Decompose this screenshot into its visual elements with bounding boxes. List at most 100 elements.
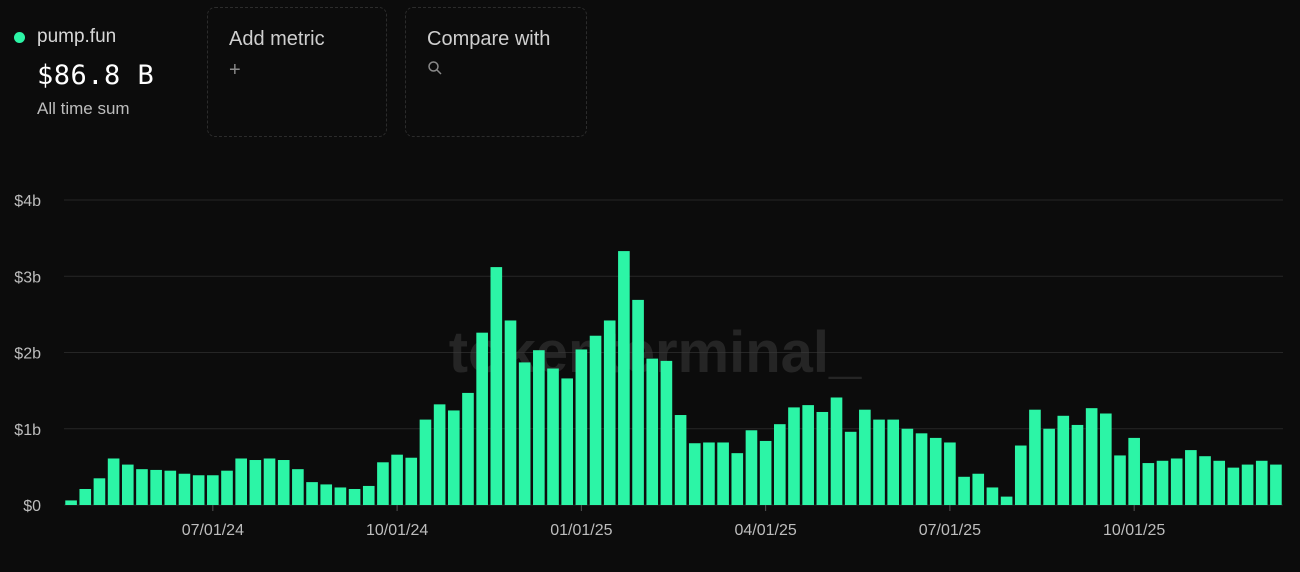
bar[interactable]	[731, 453, 744, 505]
bar[interactable]	[107, 458, 120, 505]
bar[interactable]	[178, 473, 191, 505]
y-axis-labels: $0 $1b $2b $3b $4b	[14, 193, 41, 515]
bar[interactable]	[150, 469, 162, 505]
bar[interactable]	[249, 460, 262, 505]
bar[interactable]	[887, 419, 900, 505]
bar[interactable]	[263, 458, 276, 505]
y-tick-label: $0	[23, 498, 41, 515]
bar[interactable]	[1213, 460, 1226, 505]
bar[interactable]	[674, 415, 687, 505]
bar[interactable]	[873, 419, 885, 505]
bar[interactable]	[1255, 460, 1268, 505]
bar[interactable]	[447, 410, 460, 505]
x-tick-label: 10/01/24	[366, 522, 428, 539]
bar[interactable]	[1128, 437, 1140, 505]
bar[interactable]	[277, 460, 290, 505]
bar[interactable]	[703, 442, 715, 505]
bar[interactable]	[518, 362, 531, 505]
bar[interactable]	[646, 358, 659, 505]
bar[interactable]	[1142, 463, 1155, 505]
metric-summary: pump.fun $86.8 B All time sum	[14, 26, 154, 119]
bar[interactable]	[915, 433, 928, 505]
bar[interactable]	[235, 458, 247, 505]
bar[interactable]	[292, 469, 304, 505]
bar[interactable]	[391, 454, 403, 505]
bar[interactable]	[121, 464, 134, 505]
bar[interactable]	[405, 457, 418, 505]
bar[interactable]	[221, 470, 233, 505]
bar[interactable]	[320, 484, 333, 505]
bar[interactable]	[972, 473, 985, 505]
bar[interactable]	[476, 332, 488, 505]
bar[interactable]	[433, 404, 446, 505]
bar[interactable]	[1227, 467, 1240, 505]
bar[interactable]	[618, 251, 630, 505]
project-legend[interactable]: pump.fun	[14, 26, 154, 48]
bar[interactable]	[1085, 408, 1098, 505]
bar[interactable]	[958, 476, 970, 505]
bar[interactable]	[504, 320, 517, 505]
bar[interactable]	[334, 487, 347, 505]
bar[interactable]	[717, 442, 729, 505]
bar[interactable]	[1199, 456, 1211, 505]
bar[interactable]	[1014, 445, 1027, 505]
bar[interactable]	[603, 320, 616, 505]
bar[interactable]	[362, 485, 375, 505]
bar[interactable]	[93, 478, 106, 505]
bar[interactable]	[660, 360, 673, 505]
bar[interactable]	[901, 428, 914, 505]
bar[interactable]	[533, 350, 545, 505]
bar[interactable]	[944, 442, 956, 505]
bar[interactable]	[1100, 413, 1112, 506]
total-caption: All time sum	[37, 99, 130, 118]
bar[interactable]	[1156, 460, 1169, 505]
add-metric-button[interactable]: Add metric +	[207, 7, 387, 137]
bar[interactable]	[490, 267, 503, 505]
bar[interactable]	[1170, 458, 1183, 505]
bar[interactable]	[929, 437, 942, 505]
series-color-dot	[14, 31, 25, 43]
x-tick-label: 10/01/25	[1103, 522, 1165, 539]
bar[interactable]	[1057, 415, 1070, 505]
bar[interactable]	[136, 469, 148, 505]
bar[interactable]	[79, 488, 92, 505]
bar[interactable]	[306, 482, 318, 505]
bar[interactable]	[745, 430, 758, 505]
bar[interactable]	[802, 405, 814, 505]
bar[interactable]	[816, 411, 829, 505]
bar[interactable]	[377, 462, 389, 505]
bar[interactable]	[688, 443, 701, 505]
bar[interactable]	[561, 378, 574, 505]
bar[interactable]	[462, 392, 474, 505]
bar[interactable]	[1000, 496, 1013, 505]
bar[interactable]	[419, 419, 432, 505]
project-name: pump.fun	[37, 26, 117, 47]
y-tick-label: $4b	[14, 193, 41, 210]
bar[interactable]	[547, 368, 559, 505]
bar[interactable]	[1270, 464, 1282, 505]
bar[interactable]	[1043, 428, 1055, 505]
x-tick-label: 07/01/25	[919, 522, 981, 539]
bar[interactable]	[1114, 455, 1126, 505]
bar[interactable]	[1241, 464, 1254, 505]
bar[interactable]	[830, 397, 843, 505]
compare-with-button[interactable]: Compare with	[405, 7, 587, 137]
bar[interactable]	[589, 335, 602, 505]
bar[interactable]	[65, 500, 77, 505]
bar[interactable]	[348, 488, 361, 505]
bar[interactable]	[844, 431, 857, 505]
bar[interactable]	[164, 470, 177, 505]
bar[interactable]	[632, 299, 644, 505]
bar[interactable]	[1029, 409, 1041, 505]
bar[interactable]	[1071, 424, 1084, 505]
bar[interactable]	[575, 349, 588, 505]
bar[interactable]	[207, 475, 219, 505]
bar[interactable]	[986, 487, 999, 505]
bar[interactable]	[1185, 450, 1197, 505]
bar[interactable]	[759, 440, 772, 505]
bar[interactable]	[859, 409, 871, 505]
bar[interactable]	[773, 424, 786, 505]
bar[interactable]	[788, 407, 800, 505]
bar[interactable]	[192, 475, 205, 505]
